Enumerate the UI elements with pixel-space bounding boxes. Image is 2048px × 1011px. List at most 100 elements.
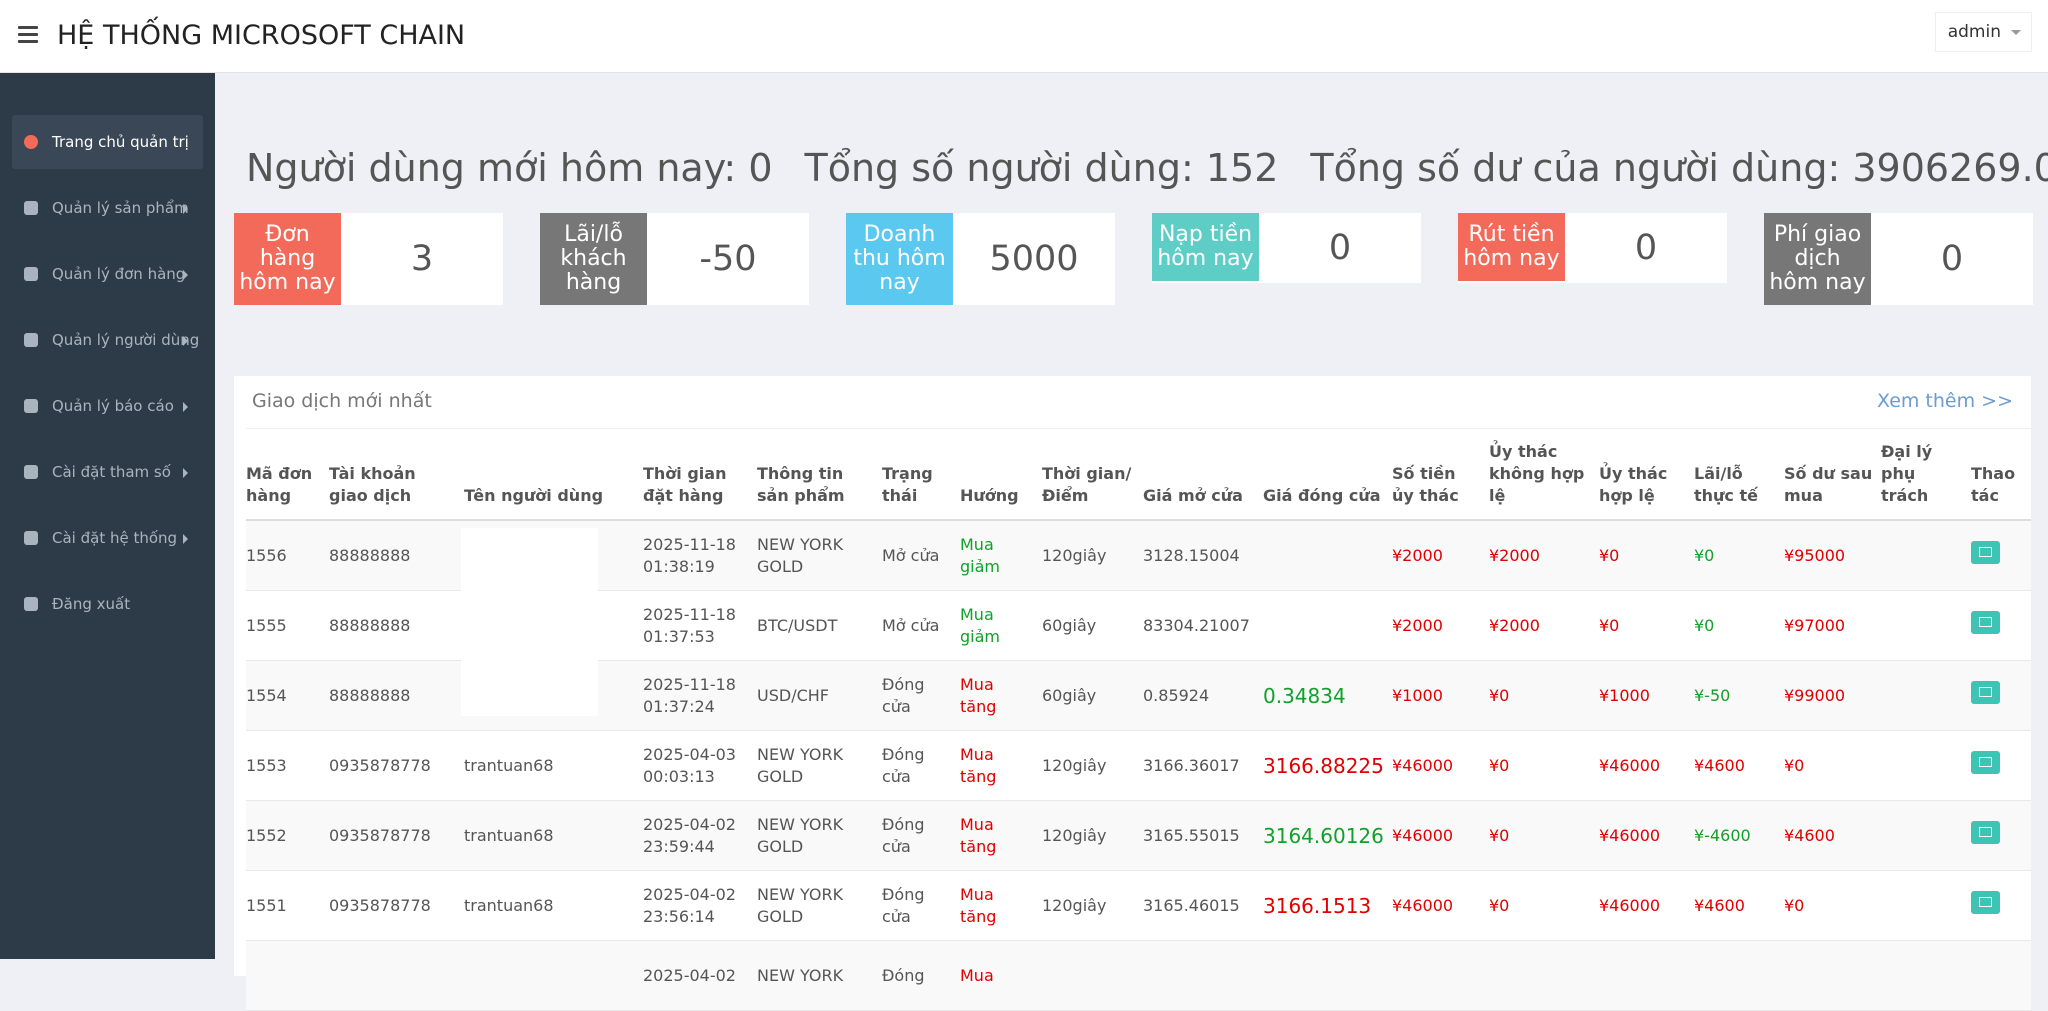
menu-icon	[24, 135, 38, 149]
card-value: 0	[1871, 213, 2033, 305]
table-cell: ¥4600	[1784, 801, 1881, 871]
action-button[interactable]	[1971, 891, 2000, 914]
see-more-link[interactable]: Xem thêm >>	[1877, 390, 2013, 412]
menu-item[interactable]: Cài đặt hệ thống	[12, 511, 203, 565]
table-cell	[1599, 941, 1694, 1011]
menu-arrow	[183, 270, 193, 280]
menu-item[interactable]: Quản lý người dùng	[12, 313, 203, 367]
table-cell: Mua tăng	[960, 731, 1042, 801]
table-cell: Mua tăng	[960, 661, 1042, 731]
table-row: 15530935878778trantuan682025-04-03 00:03…	[246, 731, 2031, 801]
table-cell	[464, 941, 643, 1011]
table-cell	[1881, 801, 1971, 871]
menu-toggle[interactable]	[18, 26, 38, 44]
top-bar: HỆ THỐNG MICROSOFT CHAIN admin	[0, 0, 2048, 73]
table-cell: ¥46000	[1392, 731, 1489, 801]
action-button[interactable]	[1971, 611, 2000, 634]
action-button[interactable]	[1971, 751, 2000, 774]
user-menu[interactable]: admin	[1935, 12, 2032, 52]
action-button[interactable]	[1971, 821, 2000, 844]
table-cell: NEW YORK GOLD	[757, 871, 882, 941]
stat: Người dùng mới hôm nay: 0	[246, 146, 773, 190]
column-header: Số dư sau mua	[1784, 429, 1881, 521]
table-cell: ¥0	[1784, 871, 1881, 941]
column-header: Số tiền ủy thác	[1392, 429, 1489, 521]
card-label: Phí giao dịch hôm nay	[1764, 213, 1871, 305]
menu-label: Quản lý sản phẩm	[52, 199, 189, 217]
menu-item[interactable]: Quản lý đơn hàng	[12, 247, 203, 301]
table-cell: ¥0	[1599, 520, 1694, 591]
card-label: Nạp tiền hôm nay	[1152, 213, 1259, 281]
table-cell: 1551	[246, 871, 329, 941]
table-cell: 2025-11-18 01:37:24	[643, 661, 757, 731]
menu-arrow	[183, 204, 193, 214]
stat-card: Doanh thu hôm nay5000	[846, 213, 1115, 305]
table-cell	[1263, 520, 1392, 591]
table-cell: NEW YORK	[757, 941, 882, 1011]
action-button[interactable]	[1971, 681, 2000, 704]
table-cell: trantuan68	[464, 731, 643, 801]
menu-label: Đăng xuất	[52, 595, 130, 613]
table-cell	[1971, 591, 2031, 661]
menu-item[interactable]: Quản lý báo cáo	[12, 379, 203, 433]
table-cell: 3166.88225	[1263, 731, 1392, 801]
table-cell: ¥0	[1489, 801, 1599, 871]
table-cell: 88888888	[329, 661, 464, 731]
table-cell: 120giây	[1042, 801, 1143, 871]
table-cell: 2025-04-02 23:59:44	[643, 801, 757, 871]
table-cell	[1971, 520, 2031, 591]
menu-icon	[24, 333, 38, 347]
table-cell: ¥2000	[1489, 520, 1599, 591]
menu-label: Quản lý người dùng	[52, 331, 199, 349]
menu-item[interactable]: Trang chủ quản trị	[12, 115, 203, 169]
table-cell: 2025-11-18 01:37:53	[643, 591, 757, 661]
table-cell: ¥-4600	[1694, 801, 1784, 871]
column-header: Thông tin sản phẩm	[757, 429, 882, 521]
stat-card: Rút tiền hôm nay0	[1458, 213, 1727, 283]
app-title: HỆ THỐNG MICROSOFT CHAIN	[57, 20, 465, 51]
table-cell	[1971, 871, 2031, 941]
column-header: Tên người dùng	[464, 429, 643, 521]
menu-icon	[24, 201, 38, 215]
action-button[interactable]	[1971, 541, 2000, 564]
table-cell: Mua	[960, 941, 1042, 1011]
menu-item[interactable]: Cài đặt tham số	[12, 445, 203, 499]
table-cell: Đóng cửa	[882, 871, 960, 941]
table-cell: 1552	[246, 801, 329, 871]
card-value: 0	[1565, 213, 1727, 283]
table-cell: ¥46000	[1599, 801, 1694, 871]
table-cell	[1784, 941, 1881, 1011]
table-cell: 88888888	[329, 520, 464, 591]
table-cell: 0.85924	[1143, 661, 1263, 731]
table-cell	[1881, 871, 1971, 941]
column-header: Đại lý phụ trách	[1881, 429, 1971, 521]
table-cell	[1971, 801, 2031, 871]
panel-title: Giao dịch mới nhất	[252, 390, 432, 412]
menu-arrow	[183, 336, 193, 346]
stat-card: Đơn hàng hôm nay3	[234, 213, 503, 305]
table-cell	[1881, 520, 1971, 591]
table-cell: Đóng cửa	[882, 801, 960, 871]
menu-item[interactable]: Quản lý sản phẩm	[12, 181, 203, 235]
menu-icon	[24, 465, 38, 479]
table-cell: Mở cửa	[882, 520, 960, 591]
table-cell: ¥1000	[1392, 661, 1489, 731]
card-value: -50	[647, 213, 809, 305]
table-cell: 0.34834	[1263, 661, 1392, 731]
table-cell: 88888888	[329, 591, 464, 661]
card-value: 3	[341, 213, 503, 305]
menu-arrow	[183, 468, 193, 478]
table-cell	[1971, 941, 2031, 1011]
table-cell: ¥0	[1694, 591, 1784, 661]
table-cell: ¥4600	[1694, 731, 1784, 801]
table-cell: ¥0	[1489, 731, 1599, 801]
column-header: Hướng	[960, 429, 1042, 521]
stats-line: Người dùng mới hôm nay: 0Tổng số người d…	[246, 146, 2048, 190]
table-cell: ¥2000	[1392, 591, 1489, 661]
table-cell: ¥0	[1784, 731, 1881, 801]
menu-item[interactable]: Đăng xuất	[12, 577, 203, 631]
table-cell: 0935878778	[329, 801, 464, 871]
table-cell: 3166.36017	[1143, 731, 1263, 801]
table-cell	[1881, 941, 1971, 1011]
table-cell	[1971, 731, 2031, 801]
